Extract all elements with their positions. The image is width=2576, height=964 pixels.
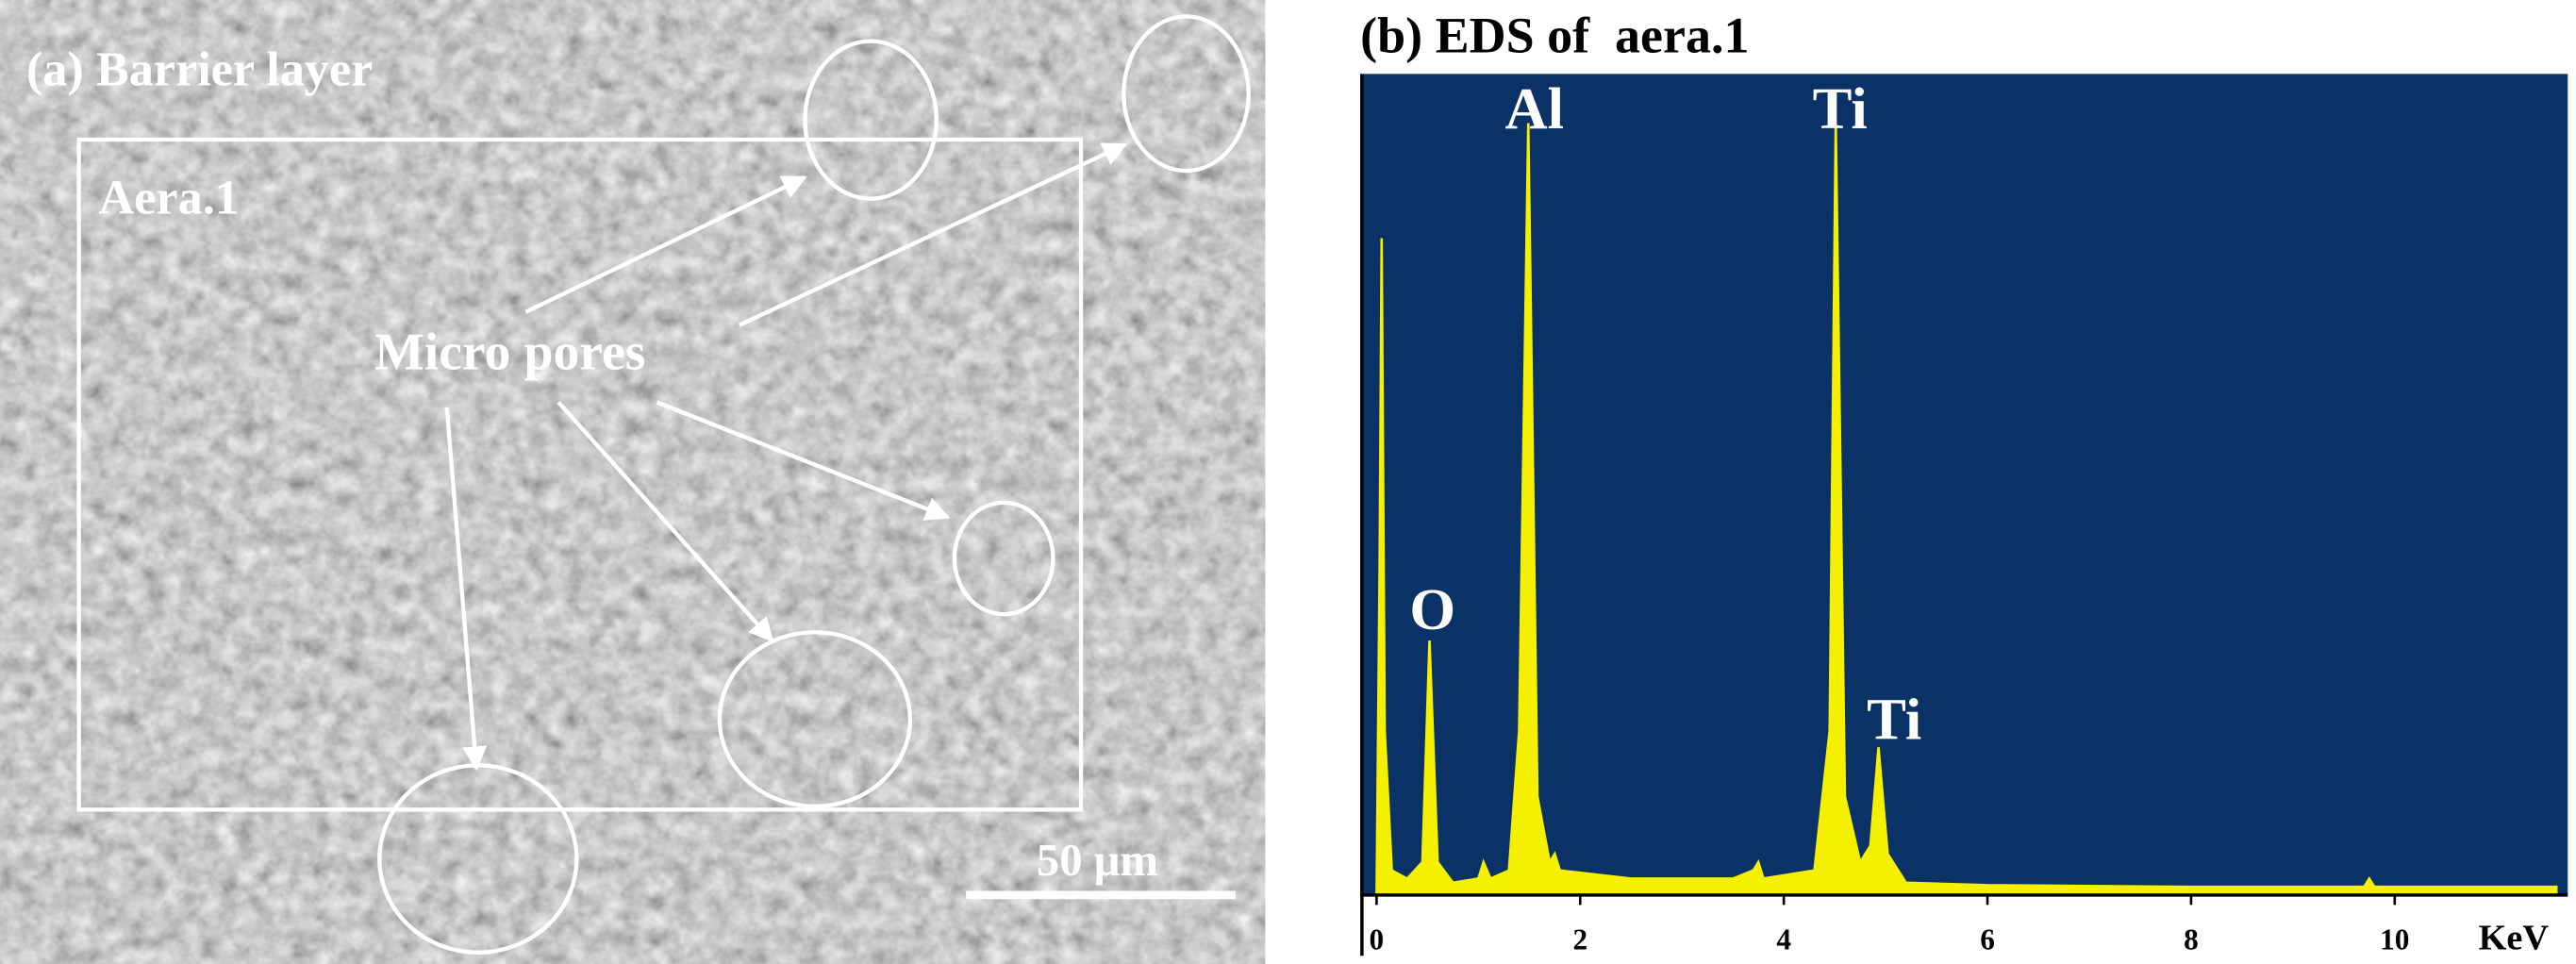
x-axis-label: KeV xyxy=(2479,918,2550,957)
plot-background xyxy=(1360,74,2568,895)
sem-panel: (a) Barrier layer Aera.1 Micro pores 50 … xyxy=(0,0,1266,964)
chart-title: (b) EDS of aera.1 xyxy=(1360,8,1749,64)
arrow xyxy=(557,401,774,642)
scale-label: 50 μm xyxy=(1037,835,1158,886)
x-tick-label: 4 xyxy=(1776,922,1791,956)
arrow xyxy=(524,175,807,314)
peak-label: Ti xyxy=(1813,75,1868,141)
arrow xyxy=(738,142,1128,327)
x-tick-label: 10 xyxy=(2380,922,2409,956)
callout-label: Micro pores xyxy=(374,324,645,382)
pore-circle xyxy=(803,39,939,201)
eds-chart: (b) EDS of aera.1 0 2 4 6 8 10 KeV O Al Ti Ti xyxy=(1360,8,2568,957)
x-tick-label: 8 xyxy=(2184,922,2199,956)
pore-circle xyxy=(952,500,1055,617)
peak-label: Ti xyxy=(1867,686,1921,752)
peak-label: Al xyxy=(1504,75,1564,141)
x-tick-label: 0 xyxy=(1370,922,1385,956)
peak-label: O xyxy=(1409,576,1455,642)
arrow xyxy=(444,407,488,772)
arrow xyxy=(656,400,951,521)
panel-title: (a) Barrier layer xyxy=(26,42,373,97)
x-tick-label: 2 xyxy=(1572,922,1587,956)
pore-circle xyxy=(1122,14,1251,174)
pore-circle xyxy=(717,630,913,809)
x-tick-label: 6 xyxy=(1980,922,1995,956)
area-box xyxy=(76,137,1084,812)
area-label: Aera.1 xyxy=(99,170,240,224)
spectrum-line xyxy=(1375,123,2558,895)
